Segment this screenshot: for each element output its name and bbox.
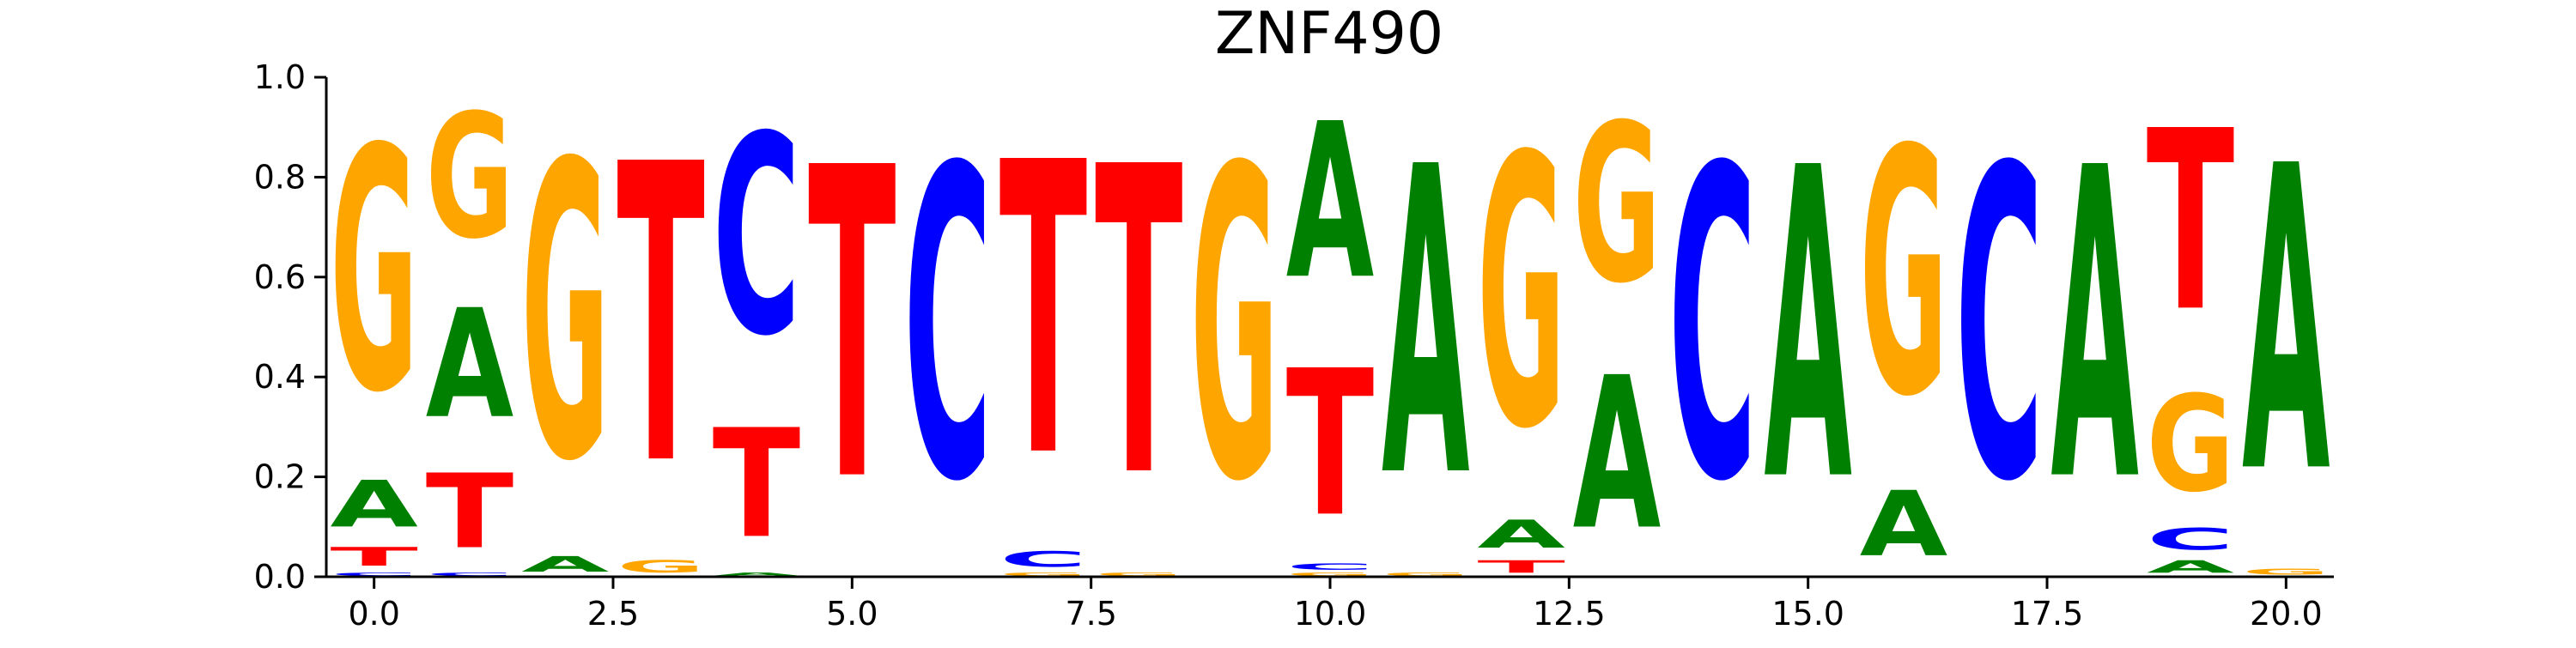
x-tick-label: 12.5 bbox=[1533, 595, 1606, 633]
logo-letter: G bbox=[1477, 79, 1564, 512]
axes-layer: 0.0 0.2 0.4 0.6 0.8 1.0 0.0 2.5 5.0 7.5 10.0 12.5 15… bbox=[254, 58, 2334, 633]
y-tick-label: 0.2 bbox=[254, 458, 306, 496]
logo-letter: G bbox=[617, 557, 704, 577]
x-tick-label: 0.0 bbox=[348, 595, 399, 633]
logo-letter: T bbox=[808, 78, 896, 575]
logo-letter: A bbox=[2147, 557, 2234, 577]
logo-letter: A bbox=[1573, 334, 1661, 577]
y-tick-label: 0.8 bbox=[254, 158, 306, 196]
y-tick-label: 0.6 bbox=[254, 258, 306, 296]
x-tick-label: 7.5 bbox=[1065, 595, 1116, 633]
logo-letter: G bbox=[521, 78, 609, 551]
logo-letter: C bbox=[1668, 79, 1756, 576]
logo-letter: T bbox=[1095, 78, 1183, 571]
logo-letter: T bbox=[1477, 557, 1564, 577]
logo-letter: A bbox=[1860, 473, 1947, 578]
logo-letter: A bbox=[2050, 78, 2139, 575]
logo-letter: A bbox=[1286, 77, 1374, 326]
logo-letter: A bbox=[713, 572, 800, 577]
logo-letter: A bbox=[1477, 512, 1564, 557]
logo-letter: C bbox=[713, 78, 800, 396]
logo-letter: C bbox=[903, 79, 991, 576]
y-tick-label: 0.0 bbox=[254, 558, 306, 596]
logo-letter: G bbox=[1573, 78, 1661, 332]
logo-letter: T bbox=[999, 78, 1088, 545]
y-tick-label: 0.4 bbox=[254, 358, 306, 396]
logo-letter: A bbox=[521, 552, 610, 577]
logo-letter: A bbox=[1382, 79, 1470, 572]
logo-letter: C bbox=[999, 547, 1087, 572]
logo-letter: G bbox=[1286, 572, 1374, 577]
logo-letter: G bbox=[426, 79, 513, 277]
logo-letter: G bbox=[1860, 77, 1947, 470]
logo-letter: C bbox=[330, 572, 417, 577]
logo-letter: G bbox=[999, 572, 1087, 577]
x-tick-label: 2.5 bbox=[587, 595, 639, 633]
x-tick-label: 15.0 bbox=[1771, 595, 1844, 633]
chart-title: ZNF490 bbox=[1215, 0, 1443, 68]
logo-letter: C bbox=[1286, 562, 1374, 572]
logo-letter: T bbox=[617, 79, 705, 556]
logo-letter: T bbox=[426, 452, 513, 572]
logo-letter: G bbox=[1190, 77, 1278, 575]
x-tick-label: 20.0 bbox=[2250, 595, 2323, 633]
logo-letter: A bbox=[2242, 79, 2330, 566]
logo-letter: C bbox=[1955, 79, 2043, 576]
y-tick-label: 1.0 bbox=[254, 58, 306, 96]
logo-letter: T bbox=[1286, 329, 1374, 561]
logo-letter: T bbox=[713, 398, 800, 572]
logo-letter: G bbox=[1382, 572, 1469, 577]
logo-letter: G bbox=[2147, 368, 2234, 522]
x-tick-label: 10.0 bbox=[1294, 595, 1367, 633]
x-tick-label: 5.0 bbox=[826, 595, 878, 633]
logo-letter: T bbox=[330, 542, 418, 572]
x-tick-label: 17.5 bbox=[2011, 595, 2084, 633]
logo-letter: G bbox=[1095, 572, 1182, 577]
logo-letter: G bbox=[2242, 566, 2330, 577]
logo-letter: A bbox=[426, 278, 513, 452]
logo-letter: C bbox=[426, 572, 513, 577]
logo-letter: C bbox=[2147, 522, 2234, 556]
logo-letter: T bbox=[2147, 79, 2234, 366]
logo-letter: G bbox=[330, 77, 417, 465]
logo-letter: A bbox=[1764, 78, 1852, 575]
logo-letter: A bbox=[330, 468, 417, 542]
